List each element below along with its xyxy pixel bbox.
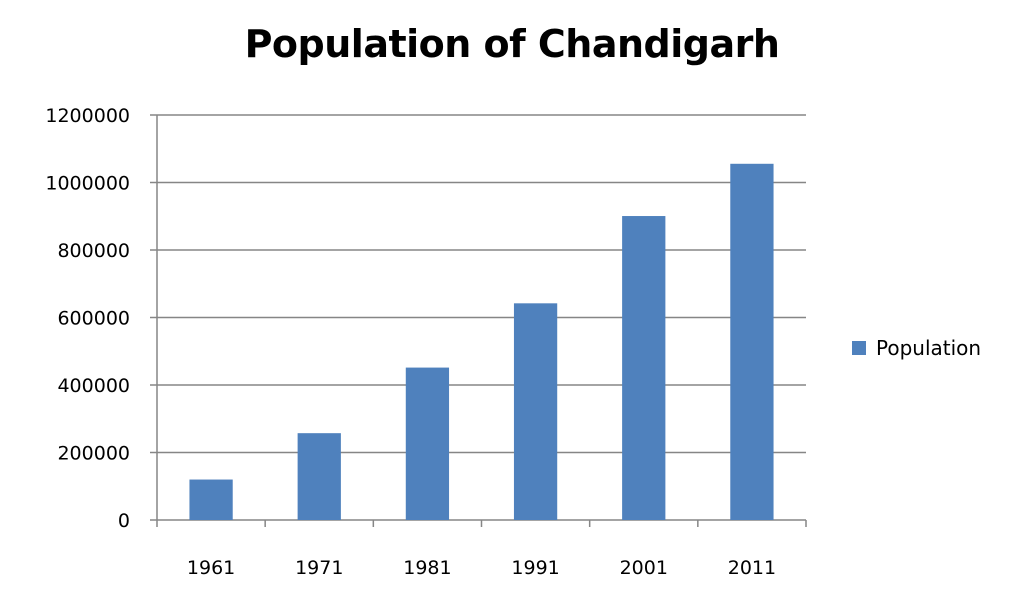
legend-swatch	[852, 341, 866, 355]
x-tick-label: 1961	[187, 557, 235, 579]
y-tick-label: 1000000	[45, 173, 130, 195]
x-tick-label: 1971	[295, 557, 343, 579]
bar-1961	[189, 479, 233, 520]
y-tick-label: 0	[118, 510, 130, 532]
y-tick-label: 600000	[57, 308, 130, 330]
bar-2011	[730, 163, 774, 520]
y-tick-label: 1200000	[45, 105, 130, 127]
axes	[150, 114, 807, 527]
bars	[189, 163, 774, 520]
bar-1991	[513, 303, 558, 520]
x-tick-label: 1981	[403, 557, 451, 579]
y-tick-labels: 0 200000 400000 600000 800000 1000000 1200000	[45, 105, 130, 532]
bar-1981	[405, 367, 450, 520]
x-tick-label: 1991	[511, 557, 559, 579]
gridlines	[157, 114, 806, 454]
legend: Population	[852, 336, 981, 360]
y-tick-label: 200000	[57, 443, 130, 465]
x-tick-label: 2001	[620, 557, 668, 579]
chart-title: Population of Chandigarh	[244, 22, 780, 66]
x-tick-label: 2011	[728, 557, 776, 579]
bar-2001	[622, 216, 666, 520]
legend-label: Population	[876, 336, 982, 360]
x-tick-labels: 1961 1971 1981 1991 2001 2011	[187, 557, 776, 579]
bar-1971	[297, 433, 341, 520]
y-tick-label: 400000	[57, 375, 130, 397]
y-tick-label: 800000	[57, 240, 130, 262]
